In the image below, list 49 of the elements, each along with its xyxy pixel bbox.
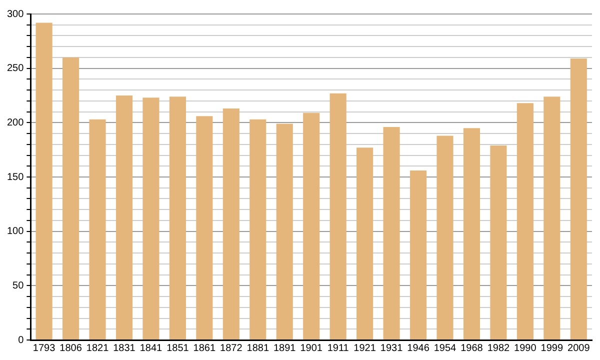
bar	[62, 57, 80, 340]
x-tick-label: 1793	[32, 342, 56, 354]
bar	[89, 119, 106, 340]
x-tick-label: 1821	[86, 342, 110, 354]
bar	[303, 112, 320, 340]
bar	[516, 103, 534, 340]
y-tick-label: 150	[6, 172, 24, 183]
bar	[196, 116, 213, 340]
x-tick-label: 1999	[540, 342, 564, 354]
x-tick-label: 1990	[514, 342, 537, 354]
bar	[356, 148, 374, 340]
x-tick-label: 1968	[460, 342, 484, 354]
bar	[250, 119, 266, 340]
bar	[490, 145, 507, 340]
y-tick-label: 0	[18, 334, 24, 346]
x-tick-label: 1891	[273, 342, 296, 354]
x-tick-label: 1946	[407, 342, 430, 354]
x-tick-label: 1931	[380, 342, 404, 354]
y-tick-label: 200	[6, 117, 24, 128]
x-tick-label: 1841	[140, 342, 163, 354]
x-tick-label: 1881	[246, 342, 270, 354]
x-tick-label: 1806	[60, 342, 82, 354]
y-tick-label: 300	[6, 8, 24, 20]
bar	[222, 108, 240, 340]
x-tick-label: 1954	[434, 342, 457, 354]
bar	[36, 22, 52, 340]
bar	[570, 58, 587, 340]
bar	[142, 98, 160, 340]
x-tick-label: 1861	[193, 342, 216, 354]
bar	[544, 96, 560, 340]
y-tick-label: 100	[6, 226, 24, 238]
x-tick-label: 1851	[166, 342, 190, 354]
x-tick-label: 2009	[568, 342, 590, 354]
x-tick-label: 1911	[327, 342, 350, 354]
bar	[169, 96, 186, 340]
x-tick-label: 1831	[113, 342, 136, 354]
bar	[383, 127, 400, 340]
bar	[116, 96, 133, 340]
bar	[436, 136, 454, 340]
x-tick-label: 1982	[487, 342, 510, 354]
bar	[410, 170, 427, 340]
x-tick-label: 1872	[220, 342, 243, 354]
x-tick-label: 1921	[354, 342, 376, 354]
bar	[463, 128, 480, 340]
bar	[276, 124, 293, 340]
y-tick-label: 50	[12, 280, 24, 292]
y-tick-label: 250	[6, 63, 24, 74]
bar	[330, 93, 346, 340]
x-tick-label: 1901	[300, 342, 323, 354]
